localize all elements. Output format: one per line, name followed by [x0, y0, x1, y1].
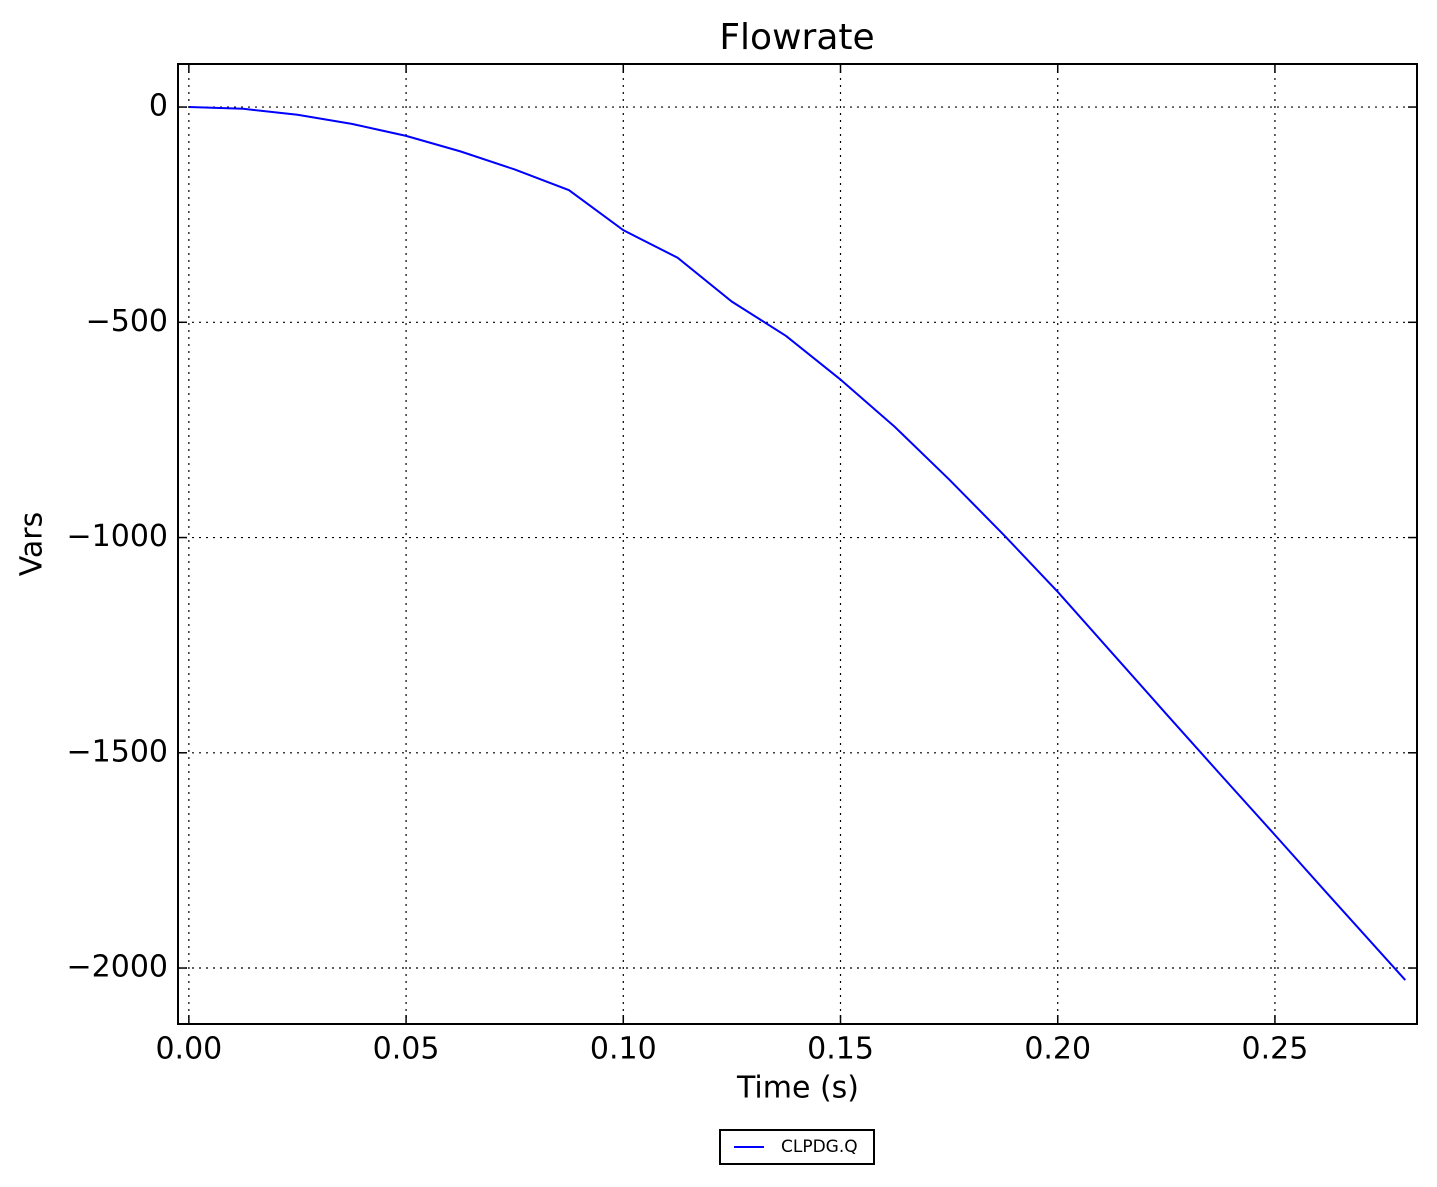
y-tick-label: −1000: [67, 519, 168, 554]
x-axis-label: Time (s): [736, 1071, 859, 1106]
x-tick-label: 0.15: [807, 1032, 874, 1067]
y-tick-label: −500: [86, 304, 168, 339]
data-line: [188, 106, 1407, 981]
y-tick-label: −1500: [67, 734, 168, 769]
y-tick-label: −2000: [67, 950, 168, 985]
x-tick-label: 0.10: [590, 1032, 657, 1067]
y-axis-label: Vars: [15, 512, 50, 577]
legend-label: CLPDG.Q: [781, 1137, 858, 1157]
y-tick-label: 0: [149, 89, 168, 124]
x-tick-label: 0.00: [155, 1032, 222, 1067]
x-tick-label: 0.20: [1024, 1032, 1091, 1067]
x-tick-label: 0.25: [1242, 1032, 1309, 1067]
plot-frame: [177, 63, 1418, 1025]
x-tick-label: 0.05: [373, 1032, 440, 1067]
chart-title: Flowrate: [719, 17, 874, 58]
